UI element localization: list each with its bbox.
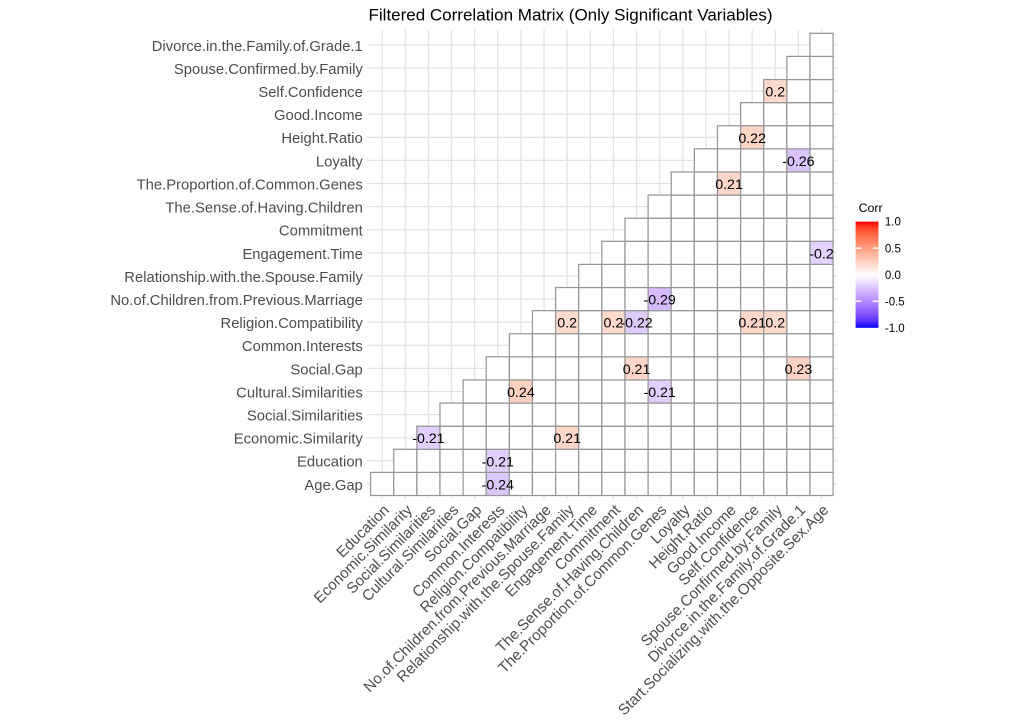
svg-text:Corr: Corr xyxy=(859,201,883,215)
svg-text:-0.21: -0.21 xyxy=(482,454,514,470)
svg-text:1.0: 1.0 xyxy=(885,217,901,229)
svg-text:Common.Interests: Common.Interests xyxy=(242,339,363,355)
svg-text:Social.Similarities: Social.Similarities xyxy=(247,409,363,425)
svg-text:-0.2: -0.2 xyxy=(809,246,834,262)
svg-text:Economic.Similarity: Economic.Similarity xyxy=(234,432,364,448)
svg-text:-0.26: -0.26 xyxy=(782,154,814,170)
svg-text:0.2: 0.2 xyxy=(765,316,785,332)
svg-text:Filtered Correlation Matrix (O: Filtered Correlation Matrix (Only Signif… xyxy=(369,6,773,25)
svg-text:0.21: 0.21 xyxy=(738,316,766,332)
svg-text:Relationship.with.the.Spouse.F: Relationship.with.the.Spouse.Family xyxy=(124,270,363,286)
svg-text:Divorce.in.the.Family.of.Grade: Divorce.in.the.Family.of.Grade.1 xyxy=(152,39,363,55)
svg-text:0.24: 0.24 xyxy=(507,385,535,401)
svg-text:Engagement.Time: Engagement.Time xyxy=(242,247,362,263)
svg-text:-0.24: -0.24 xyxy=(482,477,514,493)
svg-text:-1.0: -1.0 xyxy=(885,323,905,335)
svg-text:Good.Income: Good.Income xyxy=(274,108,363,124)
svg-text:Education: Education xyxy=(297,455,363,471)
svg-text:-0.22: -0.22 xyxy=(620,316,652,332)
svg-text:The.Sense.of.Having.Children: The.Sense.of.Having.Children xyxy=(165,201,362,217)
svg-text:0.2: 0.2 xyxy=(604,316,624,332)
svg-text:0.21: 0.21 xyxy=(715,177,743,193)
svg-text:Age.Gap: Age.Gap xyxy=(304,478,362,494)
svg-text:-0.5: -0.5 xyxy=(885,296,905,308)
svg-text:No.of.Children.from.Previous.M: No.of.Children.from.Previous.Marriage xyxy=(110,293,362,309)
svg-text:The.Proportion.of.Common.Genes: The.Proportion.of.Common.Genes xyxy=(137,177,363,193)
svg-text:Loyalty: Loyalty xyxy=(316,154,363,170)
svg-text:0.22: 0.22 xyxy=(738,131,766,147)
svg-text:0.23: 0.23 xyxy=(785,362,813,378)
svg-text:0.0: 0.0 xyxy=(885,270,901,282)
svg-text:Self.Confidence: Self.Confidence xyxy=(258,85,362,101)
svg-text:0.21: 0.21 xyxy=(553,431,581,447)
svg-text:Spouse.Confirmed.by.Family: Spouse.Confirmed.by.Family xyxy=(174,62,363,78)
svg-text:0.21: 0.21 xyxy=(623,362,651,378)
svg-text:Social.Gap: Social.Gap xyxy=(290,362,362,378)
svg-text:Cultural.Similarities: Cultural.Similarities xyxy=(236,385,363,401)
svg-text:-0.21: -0.21 xyxy=(643,385,675,401)
svg-text:Commitment: Commitment xyxy=(279,224,363,240)
svg-text:0.5: 0.5 xyxy=(885,243,901,255)
svg-text:0.2: 0.2 xyxy=(557,316,577,332)
svg-text:0.2: 0.2 xyxy=(765,85,785,101)
svg-text:Height.Ratio: Height.Ratio xyxy=(281,131,362,147)
svg-text:-0.29: -0.29 xyxy=(643,293,675,309)
svg-text:Religion.Compatibility: Religion.Compatibility xyxy=(221,316,364,332)
svg-text:-0.21: -0.21 xyxy=(412,431,444,447)
